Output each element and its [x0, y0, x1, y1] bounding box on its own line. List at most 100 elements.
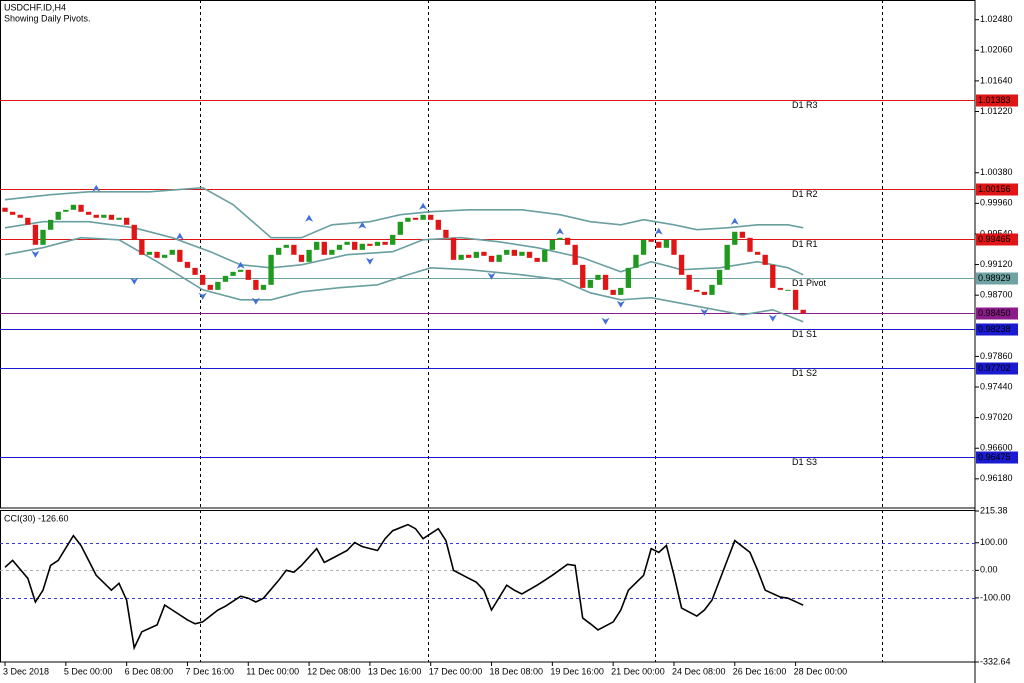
candle-body	[215, 281, 221, 290]
candle-body	[663, 239, 670, 248]
candle-body	[450, 237, 457, 260]
period-separators	[200, 0, 883, 662]
level-price-label: 1.00156	[978, 184, 1011, 194]
candle-body	[390, 234, 396, 245]
candle-body	[557, 237, 563, 240]
candle-body	[686, 274, 692, 290]
candle-body	[618, 287, 624, 295]
x-tick-label: 12 Dec 08:00	[307, 666, 361, 676]
candle-body	[580, 264, 586, 288]
candle-body	[526, 251, 533, 258]
level-price-box	[976, 451, 1018, 464]
candle-body	[2, 207, 8, 212]
candle-body	[701, 291, 708, 295]
y-tick-label: -332.64	[980, 656, 1011, 666]
candle-body	[154, 251, 160, 258]
level-name: D1 R3	[792, 100, 818, 110]
candle-body	[473, 251, 479, 258]
candle-body	[625, 267, 632, 288]
fractal-down	[700, 308, 709, 316]
candle-body	[367, 243, 373, 246]
candle-body	[336, 244, 343, 250]
x-tick-label: 7 Dec 16:00	[185, 666, 234, 676]
level-name: D1 S1	[792, 329, 817, 339]
candle-body	[800, 309, 806, 314]
candle-body	[747, 237, 753, 252]
candle-body	[633, 254, 639, 268]
fractal-up	[555, 227, 564, 235]
candle-body	[253, 279, 259, 290]
x-tick-label: 6 Dec 08:00	[125, 666, 174, 676]
candle-body	[55, 211, 61, 220]
x-tick-label: 13 Dec 16:00	[368, 666, 422, 676]
candle-body	[397, 221, 403, 235]
x-tick-label: 11 Dec 00:00	[246, 666, 299, 676]
candle-body	[678, 254, 685, 275]
x-tick-label: 24 Dec 08:00	[672, 666, 726, 676]
y-tick-label: 1.01220	[980, 106, 1013, 116]
candle-body	[101, 214, 107, 218]
y-tick-label: 0.96600	[980, 443, 1013, 453]
candle-body	[656, 241, 662, 248]
candle-body	[344, 241, 350, 245]
line-series	[4, 186, 804, 239]
candle-body	[78, 204, 84, 212]
candle-body	[564, 237, 571, 245]
candle-body	[595, 274, 601, 280]
candle-body	[428, 214, 434, 220]
fractal-up	[419, 202, 428, 210]
candle-body	[146, 251, 153, 255]
level-price-box	[976, 307, 1018, 320]
y-tick-label: 215.38	[980, 505, 1008, 515]
candle-body	[602, 274, 609, 290]
y-tick-label: 1.02060	[980, 45, 1013, 55]
candle-body	[610, 289, 616, 295]
candle-body	[785, 289, 791, 291]
candle-body	[754, 251, 761, 255]
candle-body	[488, 255, 495, 262]
fractal-up	[305, 214, 314, 222]
candle-body	[63, 209, 69, 212]
candle-body	[321, 241, 327, 255]
candle-body	[230, 271, 236, 276]
candle-body	[25, 217, 31, 225]
level-name: D1 S2	[792, 368, 817, 378]
x-tick-label: 17 Dec 00:00	[429, 666, 483, 676]
fractal-down	[487, 272, 496, 280]
candle-body	[260, 284, 267, 290]
fractal-down	[198, 292, 207, 300]
y-tick-label: 1.02480	[980, 14, 1013, 24]
x-tick-label: 21 Dec 00:00	[611, 666, 665, 676]
candle-body	[374, 241, 381, 246]
level-price-label: 0.98929	[978, 273, 1011, 283]
y-tick-label: 0.99120	[980, 259, 1013, 269]
candle-body	[85, 211, 92, 215]
candle-body	[298, 254, 305, 262]
candle-body	[40, 229, 46, 245]
candle-body	[268, 254, 274, 285]
candle-body	[572, 244, 578, 265]
candle-body	[466, 254, 472, 258]
candle-body	[306, 249, 312, 262]
candle-body	[777, 287, 784, 290]
candle-body	[420, 214, 426, 220]
y-tick-label: 100.00	[980, 537, 1008, 547]
cci-panel-frame	[0, 510, 976, 663]
x-tick-label: 3 Dec 2018	[3, 666, 49, 676]
candle-body	[200, 274, 206, 285]
level-price-label: 0.96475	[978, 452, 1011, 462]
line-series	[4, 523, 804, 651]
indicator-title: CCI(30) -126.60	[4, 513, 69, 523]
candle-body	[116, 217, 122, 220]
y-tick-label: 0.98700	[980, 290, 1013, 300]
candle-body	[192, 267, 198, 275]
fractal-up	[236, 261, 245, 269]
candle-body	[511, 249, 517, 256]
x-tick-label: 18 Dec 08:00	[490, 666, 544, 676]
line-series	[4, 220, 804, 276]
y-tick-label: 1.00380	[980, 167, 1013, 177]
level-price-box	[976, 183, 1018, 196]
y-tick-label: 0.97020	[980, 412, 1013, 422]
candle-body	[32, 224, 39, 245]
candle-body	[283, 244, 289, 248]
